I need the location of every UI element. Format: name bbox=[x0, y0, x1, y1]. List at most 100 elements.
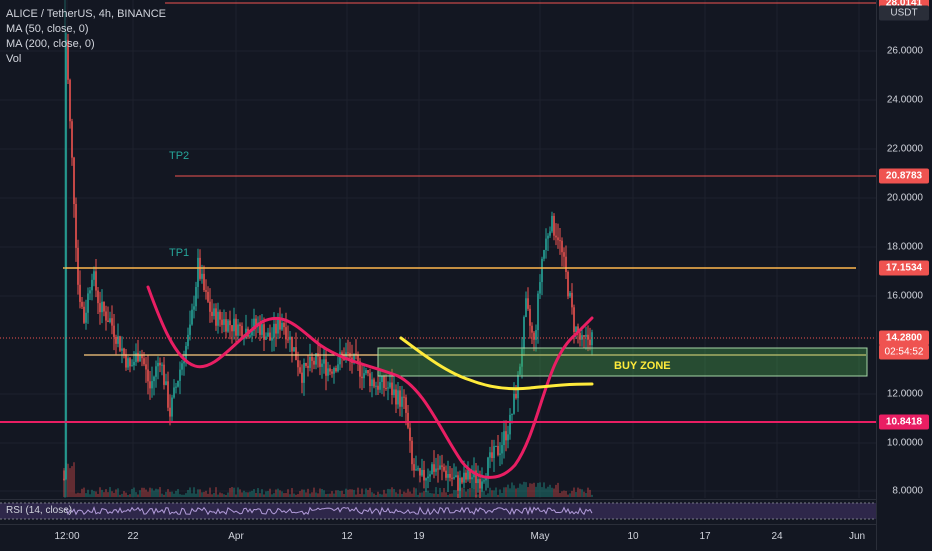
volume-bar bbox=[223, 494, 225, 497]
candle-body bbox=[419, 468, 421, 476]
volume-bar bbox=[115, 489, 117, 497]
candle-body bbox=[577, 326, 579, 334]
candle-body bbox=[253, 318, 255, 331]
candle-body bbox=[63, 478, 65, 480]
volume-bar bbox=[387, 488, 389, 497]
volume-bar bbox=[449, 493, 451, 497]
candle-body bbox=[515, 393, 517, 399]
volume-bar bbox=[107, 492, 109, 497]
volume-bar bbox=[219, 492, 221, 497]
candle-body bbox=[193, 306, 195, 310]
candle-body bbox=[401, 396, 403, 407]
volume-bar bbox=[359, 493, 361, 497]
candle-body bbox=[137, 352, 139, 362]
candle-body bbox=[143, 358, 145, 365]
candle-body bbox=[85, 312, 87, 323]
volume-bar bbox=[197, 489, 199, 497]
candle-body bbox=[571, 292, 573, 308]
candle-body bbox=[287, 339, 289, 341]
volume-legend[interactable]: Vol bbox=[6, 53, 22, 65]
volume-bar bbox=[189, 487, 191, 497]
candle-body bbox=[387, 387, 389, 389]
candle-body bbox=[315, 353, 317, 365]
volume-bar bbox=[455, 490, 457, 497]
volume-bar bbox=[431, 493, 433, 497]
volume-bar bbox=[331, 491, 333, 497]
volume-bar bbox=[221, 493, 223, 497]
volume-bar bbox=[507, 484, 509, 497]
candle-body bbox=[307, 365, 309, 368]
volume-bar bbox=[121, 493, 123, 497]
volume-bar bbox=[271, 494, 273, 497]
rsi-label[interactable]: RSI (14, close) bbox=[6, 505, 73, 516]
volume-bar bbox=[337, 490, 339, 497]
candle-body bbox=[423, 469, 425, 481]
volume-bar bbox=[363, 494, 365, 497]
volume-bar bbox=[513, 485, 515, 497]
volume-bar bbox=[295, 494, 297, 497]
candle-body bbox=[555, 235, 557, 238]
candle-body bbox=[109, 318, 111, 323]
time-label: 10 bbox=[627, 531, 639, 542]
candle-body bbox=[445, 470, 447, 478]
volume-bar bbox=[209, 487, 211, 497]
candle-body bbox=[157, 362, 159, 367]
time-label: 12:00 bbox=[54, 531, 80, 542]
candle-body bbox=[313, 360, 315, 365]
candle-body bbox=[481, 481, 483, 489]
candle-body bbox=[215, 308, 217, 326]
candle-body bbox=[235, 318, 237, 336]
symbol-title[interactable]: ALICE / TetherUS, 4h, BINANCE bbox=[6, 8, 166, 20]
candle-body bbox=[521, 348, 523, 367]
chart-area[interactable]: ALICE / TetherUS, 4h, BINANCE MA (50, cl… bbox=[0, 0, 876, 505]
candle-body bbox=[281, 322, 283, 330]
time-axis[interactable]: 12:00 22 Apr 12 19 May 10 17 24 Jun bbox=[0, 524, 876, 551]
ma50-legend[interactable]: MA (50, close, 0) bbox=[6, 23, 89, 35]
candle-body bbox=[95, 271, 97, 291]
candle-body bbox=[519, 366, 521, 375]
volume-bar bbox=[415, 488, 417, 497]
price-chart[interactable] bbox=[0, 0, 876, 505]
volume-bar bbox=[483, 490, 485, 497]
ma200-legend[interactable]: MA (200, close, 0) bbox=[6, 38, 95, 50]
candle-body bbox=[581, 335, 583, 340]
volume-bar bbox=[539, 482, 541, 497]
buy-zone-box bbox=[377, 347, 868, 377]
candle-body bbox=[231, 325, 233, 332]
buy-zone-label: BUY ZONE bbox=[614, 360, 671, 372]
volume-bar bbox=[147, 491, 149, 497]
volume-bar bbox=[225, 494, 227, 497]
volume-bar bbox=[311, 492, 313, 497]
volume-bar bbox=[237, 487, 239, 497]
candle-body bbox=[513, 393, 515, 414]
volume-bar bbox=[461, 487, 463, 497]
candle-body bbox=[379, 381, 381, 390]
candle-body bbox=[455, 475, 457, 478]
price-scale[interactable]: 26.0000 24.0000 22.0000 20.0000 18.0000 … bbox=[876, 0, 932, 550]
candle-body bbox=[89, 290, 91, 294]
volume-bar bbox=[155, 488, 157, 497]
candle-body bbox=[587, 334, 589, 340]
volume-bar bbox=[279, 490, 281, 497]
candle-body bbox=[383, 376, 385, 388]
volume-bar bbox=[135, 492, 137, 497]
candle-body bbox=[145, 364, 147, 370]
candle-body bbox=[495, 446, 497, 448]
volume-bar bbox=[567, 494, 569, 497]
candle-body bbox=[441, 465, 443, 467]
volume-bar bbox=[385, 493, 387, 497]
candle-body bbox=[241, 325, 243, 339]
volume-bar bbox=[71, 466, 73, 497]
rsi-pane[interactable]: RSI (14, close) bbox=[0, 499, 876, 523]
volume-bar bbox=[79, 493, 81, 497]
volume-bar bbox=[501, 492, 503, 497]
candle-body bbox=[269, 332, 271, 341]
currency-tag[interactable]: USDT bbox=[879, 5, 929, 21]
candle-body bbox=[285, 327, 287, 340]
rsi-line bbox=[63, 506, 593, 516]
volume-bar bbox=[545, 488, 547, 497]
volume-bar bbox=[497, 494, 499, 497]
time-label: 17 bbox=[699, 531, 711, 542]
volume-bar bbox=[441, 492, 443, 497]
volume-bar bbox=[239, 489, 241, 497]
